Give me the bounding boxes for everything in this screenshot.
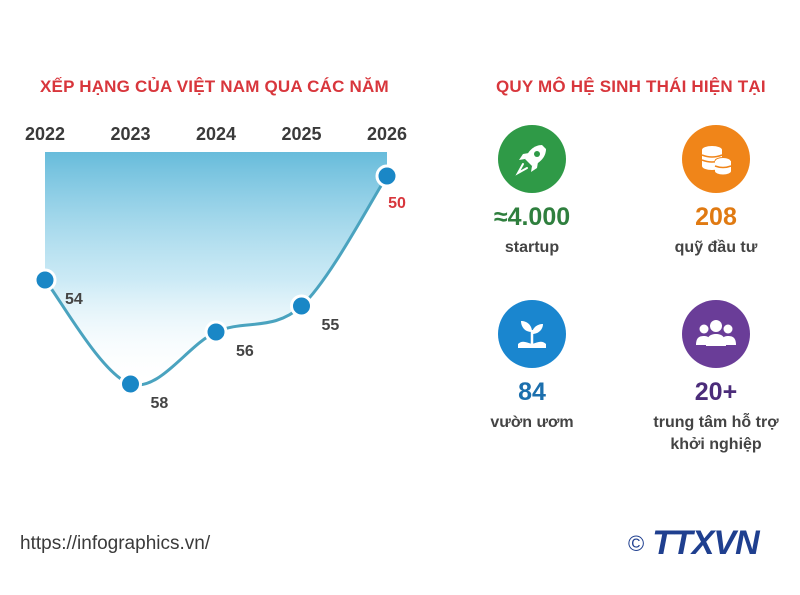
- data-point-label: 56: [236, 343, 254, 360]
- year-label: 2023: [110, 124, 150, 144]
- year-label: 2022: [25, 124, 65, 144]
- stat-funds: 208 quỹ đầu tư: [636, 125, 796, 259]
- stat-funds-label: quỹ đầu tư: [674, 239, 758, 256]
- data-point-label: 58: [151, 395, 169, 412]
- stat-incubators-value: 84: [518, 378, 546, 406]
- stat-incubators: 84 vườn ươm: [452, 300, 612, 434]
- year-label: 2025: [281, 124, 321, 144]
- source-link[interactable]: https://infographics.vn/: [20, 533, 211, 554]
- data-point-label: 54: [65, 291, 83, 308]
- data-point-marker: [375, 164, 399, 188]
- data-point-label: 50: [388, 195, 406, 212]
- data-point-marker: [33, 268, 57, 292]
- sprout-icon: [498, 300, 566, 368]
- copyright-symbol: ©: [628, 530, 645, 556]
- data-point-label: 55: [322, 317, 340, 334]
- stat-startups-value: ≈4.000: [493, 203, 571, 231]
- data-point-marker: [290, 294, 313, 318]
- year-label: 2024: [196, 124, 236, 144]
- data-point-marker: [119, 372, 142, 396]
- data-point-marker: [204, 320, 228, 344]
- ranking-line-chart: 2022 2023 2024 2025 2026 54 58 56 55 50: [25, 124, 407, 412]
- ranking-title: XẾP HẠNG CỦA VIỆT NAM QUA CÁC NĂM: [40, 77, 389, 96]
- year-label: 2026: [367, 124, 407, 144]
- stat-support-label: trung tâm hỗ trợ khởi nghiệp: [653, 414, 779, 453]
- chart-area-fill: [45, 152, 387, 386]
- logo-wordmark: TTXVN: [652, 524, 759, 562]
- people-icon: [682, 300, 750, 368]
- stat-support-centers: 20+ trung tâm hỗ trợ khởi nghiệp: [636, 300, 796, 456]
- stat-incubators-label: vườn ươm: [490, 414, 574, 431]
- ecosystem-title: QUY MÔ HỆ SINH THÁI HIỆN TẠI: [496, 77, 766, 96]
- stat-support-value: 20+: [694, 378, 738, 406]
- stat-funds-value: 208: [695, 203, 737, 231]
- stat-startups: ≈4.000 startup: [452, 125, 612, 259]
- rocket-icon: [498, 125, 566, 193]
- stat-startups-label: startup: [504, 239, 560, 256]
- coins-icon: [682, 125, 750, 193]
- ttxvn-logo: © TTXVN: [628, 524, 760, 563]
